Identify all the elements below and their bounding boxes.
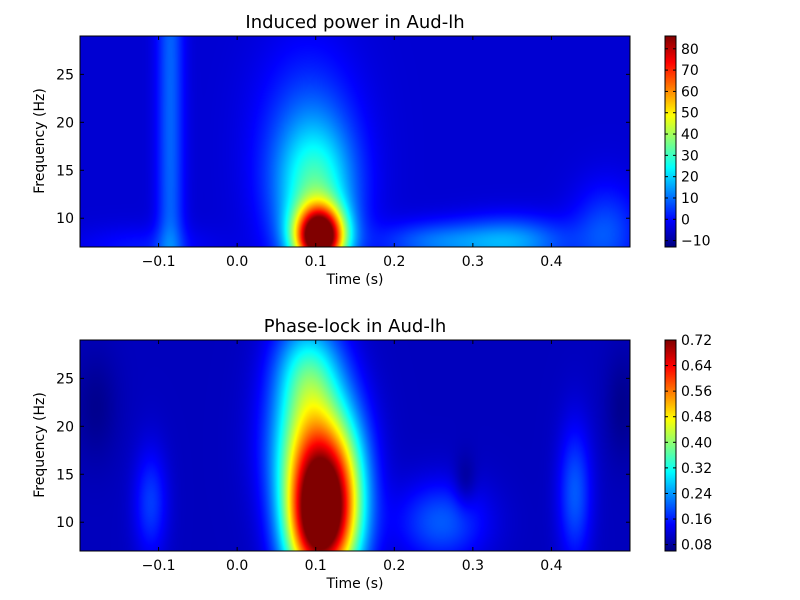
y-tick-label: 25 [56,67,74,83]
colorbar-ticks: −10 0 10 20 30 40 50 60 70 80 [665,42,711,250]
y-axis-label: Frequency (Hz) [32,88,48,194]
y-tick-label: 15 [56,467,74,483]
y-axis-ticks: 10 15 20 25 [56,67,630,227]
heatmap-phase-lock [80,340,630,551]
colorbar-tick-label: 0.64 [681,359,712,375]
colorbar-tick-label: 20 [681,170,699,186]
y-axis-ticks: 10 15 20 25 [56,371,630,531]
colorbar-induced-power [665,36,676,247]
x-tick-label: 0.2 [383,254,405,270]
colorbar-tick-label: 0.48 [681,410,712,426]
colorbar-tick-label: 0.40 [681,435,712,451]
x-tick-label: 0.4 [540,558,562,574]
y-tick-label: 10 [56,211,74,227]
colorbar-tick-label: 80 [681,42,699,58]
colorbar-tick-label: 0.56 [681,384,712,400]
y-tick-label: 20 [56,115,74,131]
colorbar-tick-label: 0 [681,212,690,228]
panel-phase-lock: Phase-lock in Aud-lh −0.1 0.0 0.1 0.2 0.3 0.4… [32,316,712,592]
x-tick-label: 0.1 [305,558,327,574]
x-tick-label: 0.2 [383,558,405,574]
x-tick-label: 0.0 [226,558,248,574]
colorbar-tick-label: 0.16 [681,512,712,528]
chart-title: Induced power in Aud-lh [245,12,464,33]
x-axis-label: Time (s) [326,272,384,288]
colorbar-tick-label: 0.72 [681,333,712,349]
y-tick-label: 15 [56,163,74,179]
x-tick-label: 0.1 [305,254,327,270]
x-tick-label: 0.0 [226,254,248,270]
chart-title: Phase-lock in Aud-lh [264,316,446,337]
colorbar-tick-label: 60 [681,84,699,100]
colorbar-phase-lock [665,340,676,551]
panel-induced-power: Induced power in Aud-lh −0.1 0.0 0.1 0.2 0.3… [32,12,711,288]
x-tick-label: −0.1 [142,558,176,574]
x-tick-label: 0.3 [462,254,484,270]
colorbar-tick-label: 0.32 [681,461,712,477]
y-tick-label: 25 [56,371,74,387]
colorbar-tick-label: 30 [681,148,699,164]
plot-frame [79,339,631,552]
colorbar-tick-label: 0.24 [681,486,712,502]
y-axis-label: Frequency (Hz) [32,392,48,498]
x-tick-label: −0.1 [142,254,176,270]
colorbar-tick-label: 0.08 [681,538,712,554]
x-axis-ticks: −0.1 0.0 0.1 0.2 0.3 0.4 [142,340,563,574]
heatmap-induced-power [80,36,630,247]
colorbar-frame [664,35,677,248]
x-axis-label: Time (s) [326,576,384,592]
colorbar-tick-label: 50 [681,106,699,122]
colorbar-tick-label: −10 [681,234,711,250]
colorbar-tick-label: 40 [681,127,699,143]
y-tick-label: 10 [56,515,74,531]
y-tick-label: 20 [56,419,74,435]
x-axis-ticks: −0.1 0.0 0.1 0.2 0.3 0.4 [142,36,563,270]
colorbar-frame [664,339,677,552]
plot-frame [79,35,631,248]
x-tick-label: 0.4 [540,254,562,270]
x-tick-label: 0.3 [462,558,484,574]
colorbar-tick-label: 10 [681,191,699,207]
colorbar-tick-label: 70 [681,63,699,79]
colorbar-ticks: 0.08 0.16 0.24 0.32 0.40 0.48 0.56 0.64 0.72 [665,333,712,554]
